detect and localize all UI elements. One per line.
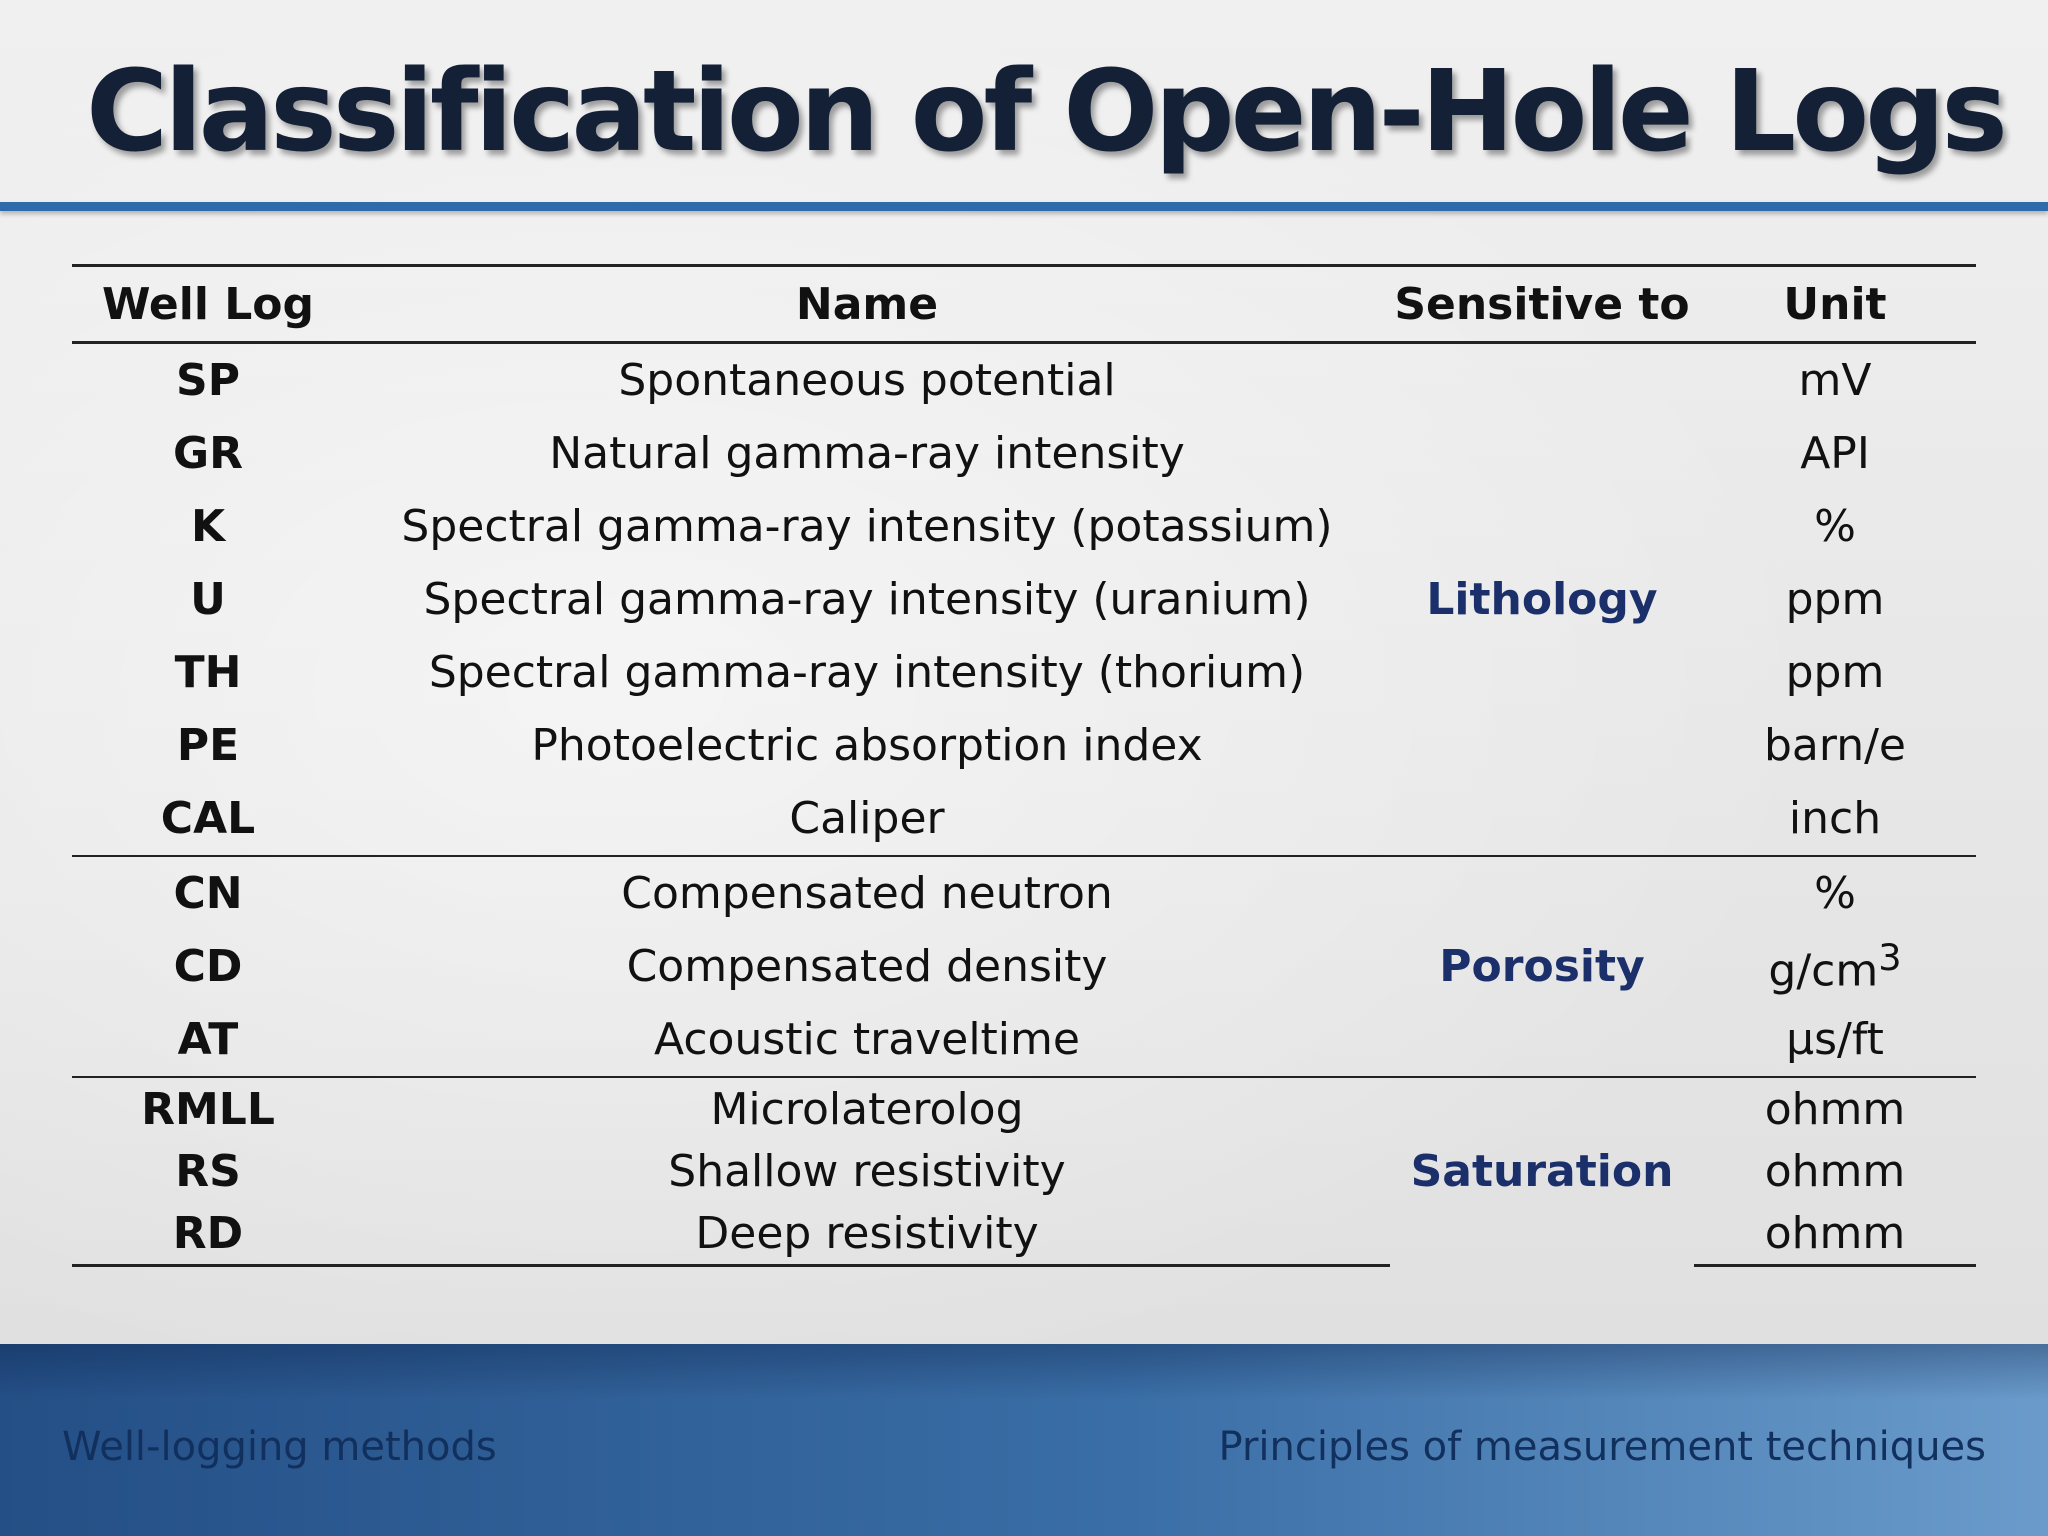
log-unit: mV (1798, 355, 1872, 406)
header-well-log: Well Log (72, 264, 344, 344)
sensitivity-lithology: Lithology (1426, 574, 1658, 625)
log-unit: ohmm (1764, 1145, 1906, 1197)
log-code: RMLL (72, 1076, 344, 1140)
log-unit: ohmm (1694, 1202, 1976, 1267)
table-row: RMLL Microlaterolog Saturation ohmm (72, 1076, 1976, 1266)
log-name: Shallow resistivity (668, 1145, 1066, 1197)
log-code: TH (174, 647, 242, 698)
log-code: K (190, 501, 226, 552)
log-unit: % (1694, 855, 1976, 930)
log-name: Spectral gamma-ray intensity (uranium) (423, 574, 1311, 625)
log-name: Compensated density (626, 941, 1108, 992)
log-name: Acoustic traveltime (654, 1014, 1080, 1065)
saturation-group: RMLL Microlaterolog Saturation ohmm RS S… (72, 1076, 1976, 1267)
log-unit: ohmm (1694, 1076, 1976, 1140)
table-row: GR Natural gamma-ray intensity API (72, 417, 1976, 490)
log-code: PE (176, 720, 240, 771)
header-sensitive-to: Sensitive to (1390, 264, 1694, 344)
table-row: CD Compensated density g/cm3 (72, 930, 1976, 1003)
log-unit: barn/e (1764, 720, 1906, 771)
table-row: SP Spontaneous potential Lithology mV (72, 343, 1976, 625)
table-row: TH Spectral gamma-ray intensity (thorium… (72, 636, 1976, 709)
footer-right-text: Principles of measurement techniques (1218, 1424, 1986, 1470)
unit-base: g/cm (1768, 945, 1879, 997)
log-name: Spectral gamma-ray intensity (thorium) (428, 647, 1306, 698)
unit-superscript: 3 (1878, 936, 1902, 980)
log-unit: µs/ft (1786, 1014, 1884, 1065)
log-unit: % (1814, 501, 1856, 552)
header-unit: Unit (1694, 264, 1976, 344)
table-header-row: Well Log Name Sensitive to Unit (72, 264, 1976, 344)
log-unit: ppm (1785, 574, 1885, 625)
log-code: CAL (160, 793, 256, 844)
log-name: Spontaneous potential (618, 355, 1116, 406)
log-code: GR (173, 428, 243, 479)
log-code: AT (177, 1014, 239, 1065)
log-name: Photoelectric absorption index (531, 720, 1203, 771)
open-hole-logs-table: Well Log Name Sensitive to Unit SP Spont… (72, 264, 1976, 1267)
log-name: Natural gamma-ray intensity (549, 428, 1185, 479)
log-code: RS (175, 1145, 241, 1197)
title-divider (0, 202, 2048, 211)
slide-title: Classification of Open-Hole Logs (86, 47, 2008, 177)
log-unit: ppm (1785, 647, 1885, 698)
log-unit: inch (1788, 793, 1882, 844)
log-code: SP (176, 355, 240, 406)
sensitivity-saturation: Saturation (1390, 1076, 1694, 1266)
table-row: AT Acoustic traveltime µs/ft (72, 1003, 1976, 1077)
table-row: RS Shallow resistivity ohmm (72, 1140, 1976, 1202)
log-code: U (190, 574, 226, 625)
table-row: U Spectral gamma-ray intensity (uranium)… (72, 563, 1976, 636)
table-row: PE Photoelectric absorption index barn/e (72, 709, 1976, 782)
porosity-group: CN Compensated neutron Porosity % CD Com… (72, 855, 1976, 1077)
header-name: Name (344, 264, 1390, 344)
log-unit: g/cm3 (1694, 930, 1976, 1003)
table-row: K Spectral gamma-ray intensity (potassiu… (72, 490, 1976, 563)
log-name: Deep resistivity (344, 1202, 1390, 1267)
footer-band: Well-logging methods Principles of measu… (0, 1344, 2048, 1536)
log-code: CD (173, 941, 243, 992)
log-name: Microlaterolog (344, 1076, 1390, 1140)
table-row: CAL Caliper inch (72, 782, 1976, 856)
log-code: RD (72, 1202, 344, 1267)
sensitivity-porosity: Porosity (1390, 855, 1694, 1077)
log-unit: API (1800, 428, 1870, 479)
log-code: CN (72, 855, 344, 930)
log-name: Compensated neutron (344, 855, 1390, 930)
table-row: CN Compensated neutron Porosity % (72, 855, 1976, 1077)
log-name: Spectral gamma-ray intensity (potassium) (401, 501, 1333, 552)
table-row: RD Deep resistivity ohmm (72, 1202, 1976, 1267)
log-name: Caliper (789, 793, 945, 844)
footer-left-text: Well-logging methods (62, 1424, 497, 1470)
lithology-group: SP Spontaneous potential Lithology mV GR… (72, 343, 1976, 857)
